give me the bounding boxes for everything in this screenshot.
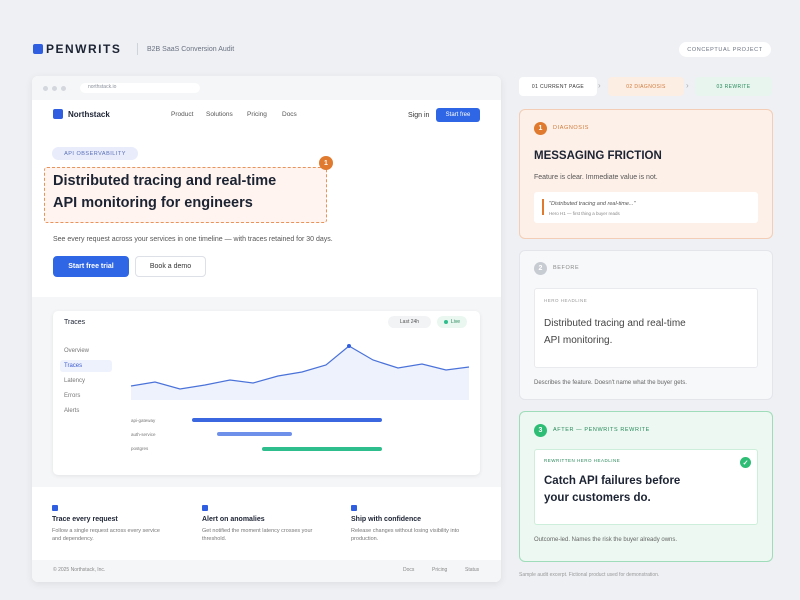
nav-link[interactable]: Docs: [282, 111, 297, 118]
site-preview: northstack.io Northstack Product Solutio…: [32, 76, 501, 582]
status-text: Live: [450, 319, 461, 325]
copyright: © 2025 Northstack, Inc.: [53, 567, 106, 573]
sparkline-peak: [347, 344, 351, 348]
step-arrow: ›: [598, 81, 601, 90]
card-label: AFTER — PENWRITS REWRITE: [553, 427, 650, 433]
box-label: HERO HEADLINE: [544, 298, 588, 303]
subtitle: B2B SaaS Conversion Audit: [147, 46, 235, 53]
service-label: postgres: [131, 446, 149, 451]
footer-link[interactable]: Status: [465, 567, 480, 573]
sparkline: [130, 344, 470, 451]
hero-headline: API monitoring for engineers: [53, 195, 253, 211]
service-label: api-gateway: [131, 418, 156, 423]
footer-link[interactable]: Docs: [403, 567, 415, 573]
secondary-button[interactable]: Book a demo: [135, 256, 206, 277]
step-number: 3: [534, 424, 547, 437]
box-label: REWRITTEN HERO HEADLINE: [544, 458, 621, 463]
quote-bar: [542, 199, 544, 215]
sidebar-item[interactable]: Latency: [64, 378, 86, 384]
hero-subtext: See every request across your services i…: [53, 236, 333, 243]
feature-description: Get notified the moment latency crosses …: [202, 528, 313, 543]
feature-icon: [52, 505, 58, 511]
feature-description: Release changes without losing visibilit…: [351, 528, 460, 543]
feature-title: Trace every request: [52, 516, 118, 523]
feature-title: Alert on anomalies: [202, 516, 265, 523]
badge: CONCEPTUAL PROJECT: [679, 42, 771, 57]
after-headline: your customers do.: [544, 492, 651, 504]
step-number: 2: [534, 262, 547, 275]
before-caption: Describes the feature. Doesn't name what…: [534, 380, 687, 386]
sign-in[interactable]: Sign in: [408, 112, 430, 119]
quote-box: [534, 192, 758, 223]
span-bar: [217, 432, 292, 436]
brand-icon: [33, 44, 43, 54]
status: Live: [437, 316, 467, 328]
after-box: [534, 449, 758, 525]
dot: [52, 86, 57, 91]
step[interactable]: 02 DIAGNOSIS: [608, 77, 684, 96]
marker: 1: [319, 156, 333, 170]
status-dot: [443, 320, 448, 324]
feature-icon: [351, 505, 357, 511]
sidebar-item[interactable]: Alerts: [64, 408, 80, 414]
diagnosis-summary: Feature is clear. Immediate value is not…: [534, 174, 658, 181]
brand: PENWRITS: [46, 42, 122, 56]
step[interactable]: 03 REWRITE: [695, 77, 772, 96]
dot: [61, 86, 66, 91]
after-headline: Catch API failures before: [544, 475, 681, 487]
site-footer: [32, 560, 501, 582]
hero-headline: Distributed tracing and real-time: [53, 173, 277, 189]
logo-icon: [53, 109, 63, 119]
sidebar-item[interactable]: Overview: [64, 348, 90, 354]
divider: [137, 43, 138, 55]
dot: [43, 86, 48, 91]
nav-link[interactable]: Solutions: [206, 111, 233, 118]
quote: "Distributed tracing and real-time...": [549, 201, 636, 207]
card-label: BEFORE: [553, 265, 580, 271]
url-field: [80, 83, 200, 93]
check-icon: ✓: [740, 457, 751, 468]
before-headline: Distributed tracing and real-time: [544, 318, 686, 329]
footnote: Sample audit excerpt. Fictional product …: [519, 572, 660, 578]
nav-cta[interactable]: Start free: [436, 108, 480, 122]
before-box: [534, 288, 758, 368]
step-arrow: ›: [686, 81, 689, 90]
sparkline-line: [130, 345, 470, 390]
feature-icon: [202, 505, 208, 511]
nav-link[interactable]: Product: [171, 111, 194, 118]
sparkline-area: [131, 346, 469, 400]
sidebar-item[interactable]: Errors: [64, 393, 81, 399]
range[interactable]: Last 24h: [388, 316, 431, 328]
footer-link[interactable]: Pricing: [432, 567, 448, 573]
before-headline: API monitoring.: [544, 335, 613, 346]
feature-title: Ship with confidence: [351, 516, 422, 523]
step-number: 1: [534, 122, 547, 135]
logo[interactable]: Northstack: [68, 110, 110, 119]
card-label: DIAGNOSIS: [553, 125, 589, 131]
feature-description: Follow a single request across every ser…: [52, 528, 160, 543]
dashboard-title: Traces: [64, 319, 86, 326]
active-item: [60, 360, 112, 372]
after-caption: Outcome-led. Names the risk the buyer al…: [534, 537, 678, 543]
span-bar: [192, 418, 382, 422]
sidebar-item[interactable]: Traces: [64, 363, 83, 369]
step[interactable]: 01 CURRENT PAGE: [519, 77, 597, 96]
service-label: auth-service: [131, 432, 156, 437]
span-bar: [262, 447, 382, 451]
primary-button[interactable]: Start free trial: [53, 256, 129, 277]
quote-note: Hero H1 — first thing a buyer reads: [549, 211, 620, 216]
highlight-box: [44, 167, 327, 223]
url: northstack.io: [88, 84, 117, 90]
nav-link[interactable]: Pricing: [247, 111, 267, 118]
hero-tag: API OBSERVABILITY: [52, 147, 138, 160]
diagnosis-title: MESSAGING FRICTION: [534, 150, 662, 162]
